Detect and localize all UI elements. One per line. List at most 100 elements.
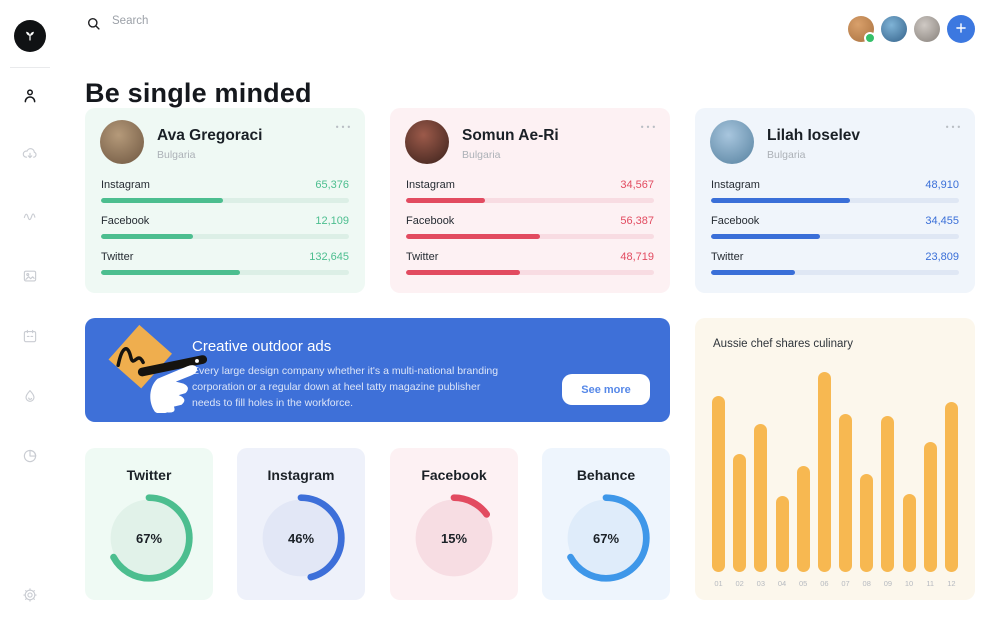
stat-label: Instagram (711, 179, 760, 191)
profile-country: Bulgaria (767, 149, 806, 161)
sidebar-item-cloud-download[interactable] (21, 145, 39, 163)
chart-bar-column: 07 (839, 414, 853, 588)
chart-bar-label: 07 (841, 579, 850, 588)
search-icon (85, 15, 102, 32)
calendar-icon (21, 327, 39, 345)
stat-value: 56,387 (620, 215, 654, 227)
sidebar-item-settings[interactable] (21, 586, 39, 604)
chart-bar-label: 09 (883, 579, 893, 588)
bar-chart-card: Aussie chef shares culinary 01 02 03 04 05 06… (695, 318, 975, 600)
profile-name: Lilah Ioselev (767, 127, 861, 144)
sidebar-item-activity[interactable] (21, 207, 39, 225)
chart-bar (817, 372, 831, 572)
chart-bar (860, 474, 874, 572)
avatar[interactable] (848, 16, 876, 44)
chart-bar (712, 396, 725, 572)
progress-fill (406, 198, 486, 203)
stat-row: Facebook 34,455 (711, 215, 959, 239)
chart-bar-label: 04 (777, 579, 787, 588)
chart-bar-column: 05 (796, 466, 810, 588)
chart-bar (839, 414, 853, 572)
progress-fill (101, 270, 240, 275)
cloud-download-icon (21, 145, 39, 163)
progress-fill (711, 270, 796, 275)
app-logo[interactable] (14, 20, 46, 52)
avatar[interactable] (881, 16, 907, 42)
plus-icon (954, 21, 968, 38)
chart-title: Aussie chef shares culinary (713, 338, 853, 350)
stat-row: Twitter 48,719 (406, 251, 654, 275)
gauge-card: Facebook 15% (390, 448, 518, 600)
chart-bar (902, 494, 916, 572)
gear-icon (21, 586, 39, 604)
more-menu-icon[interactable] (943, 120, 963, 134)
stat-row: Instagram 48,910 (711, 179, 959, 203)
sidebar-item-profile[interactable] (21, 87, 39, 105)
search-input[interactable] (110, 14, 334, 28)
more-menu-icon[interactable] (333, 120, 353, 134)
promo-banner: Creative outdoor ads Every large design … (85, 318, 670, 422)
chart-bar-label: 11 (926, 579, 935, 588)
stat-label: Facebook (711, 215, 760, 227)
banner-text: Creative outdoor ads Every large design … (192, 338, 502, 411)
gauge-ring: 15% (406, 490, 502, 586)
sidebar-item-reports[interactable] (21, 447, 39, 465)
stat-label: Facebook (406, 215, 455, 227)
stat-label: Instagram (406, 179, 455, 191)
chart-bar-label: 12 (947, 579, 956, 588)
stat-label: Twitter (101, 251, 134, 263)
online-status-dot (864, 32, 876, 44)
progress-track (711, 234, 959, 239)
progress-track (406, 198, 654, 203)
avatar[interactable] (914, 16, 940, 42)
stat-label: Twitter (406, 251, 439, 263)
profile-name: Somun Ae-Ri (462, 127, 559, 144)
stat-value: 65,376 (315, 179, 349, 191)
pie-chart-icon (21, 447, 39, 465)
stat-value: 48,719 (620, 251, 654, 263)
progress-track (711, 198, 959, 203)
gauge-percent: 67% (135, 531, 163, 546)
chart-bar-column: 10 (902, 494, 916, 588)
page-title: Be single minded (85, 78, 312, 109)
stat-value: 34,567 (620, 179, 654, 191)
stat-row: Twitter 132,645 (101, 251, 349, 275)
drawing-hand-illustration-icon (97, 323, 222, 417)
gauge-percent: 15% (440, 531, 468, 546)
bar-chart: 01 02 03 04 05 06 07 08 09 10 11 12 (712, 366, 958, 588)
gauge-title: Facebook (421, 467, 487, 483)
more-menu-icon[interactable] (638, 120, 658, 134)
chart-bar-column: 09 (881, 416, 895, 588)
gauge-title: Twitter (126, 467, 172, 483)
chart-bar (944, 402, 958, 572)
chart-bar-column: 03 (754, 424, 768, 588)
sidebar-item-gallery[interactable] (21, 267, 39, 285)
stat-label: Twitter (711, 251, 744, 263)
chart-bar-column: 08 (860, 474, 874, 588)
gauge-card: Twitter 67% (85, 448, 213, 600)
see-more-button[interactable]: See more (562, 374, 650, 405)
progress-track (101, 270, 349, 275)
stat-label: Instagram (101, 179, 150, 191)
progress-fill (101, 234, 193, 239)
banner-body: Every large design company whether it's … (192, 365, 499, 409)
gauge-percent: 67% (592, 531, 620, 546)
profile-card: Somun Ae-Ri Bulgaria Instagram 34,567 Fac… (390, 108, 670, 293)
stat-value: 23,809 (925, 251, 959, 263)
sidebar-item-trending[interactable] (21, 387, 39, 405)
progress-track (406, 270, 654, 275)
gauge-card: Behance 67% (542, 448, 670, 600)
progress-track (101, 198, 349, 203)
stat-value: 34,455 (925, 215, 959, 227)
chart-bar-label: 03 (756, 579, 766, 588)
chart-bar-label: 08 (862, 579, 871, 588)
chart-bar (881, 416, 895, 572)
chart-bar-label: 02 (735, 579, 744, 588)
sidebar-item-calendar[interactable] (21, 327, 39, 345)
add-button[interactable] (947, 15, 975, 43)
chart-bar-column: 02 (733, 454, 747, 588)
gauge-ring: 67% (558, 490, 654, 586)
progress-track (711, 270, 959, 275)
gauge-card: Instagram 46% (237, 448, 365, 600)
chart-bar (796, 466, 810, 572)
